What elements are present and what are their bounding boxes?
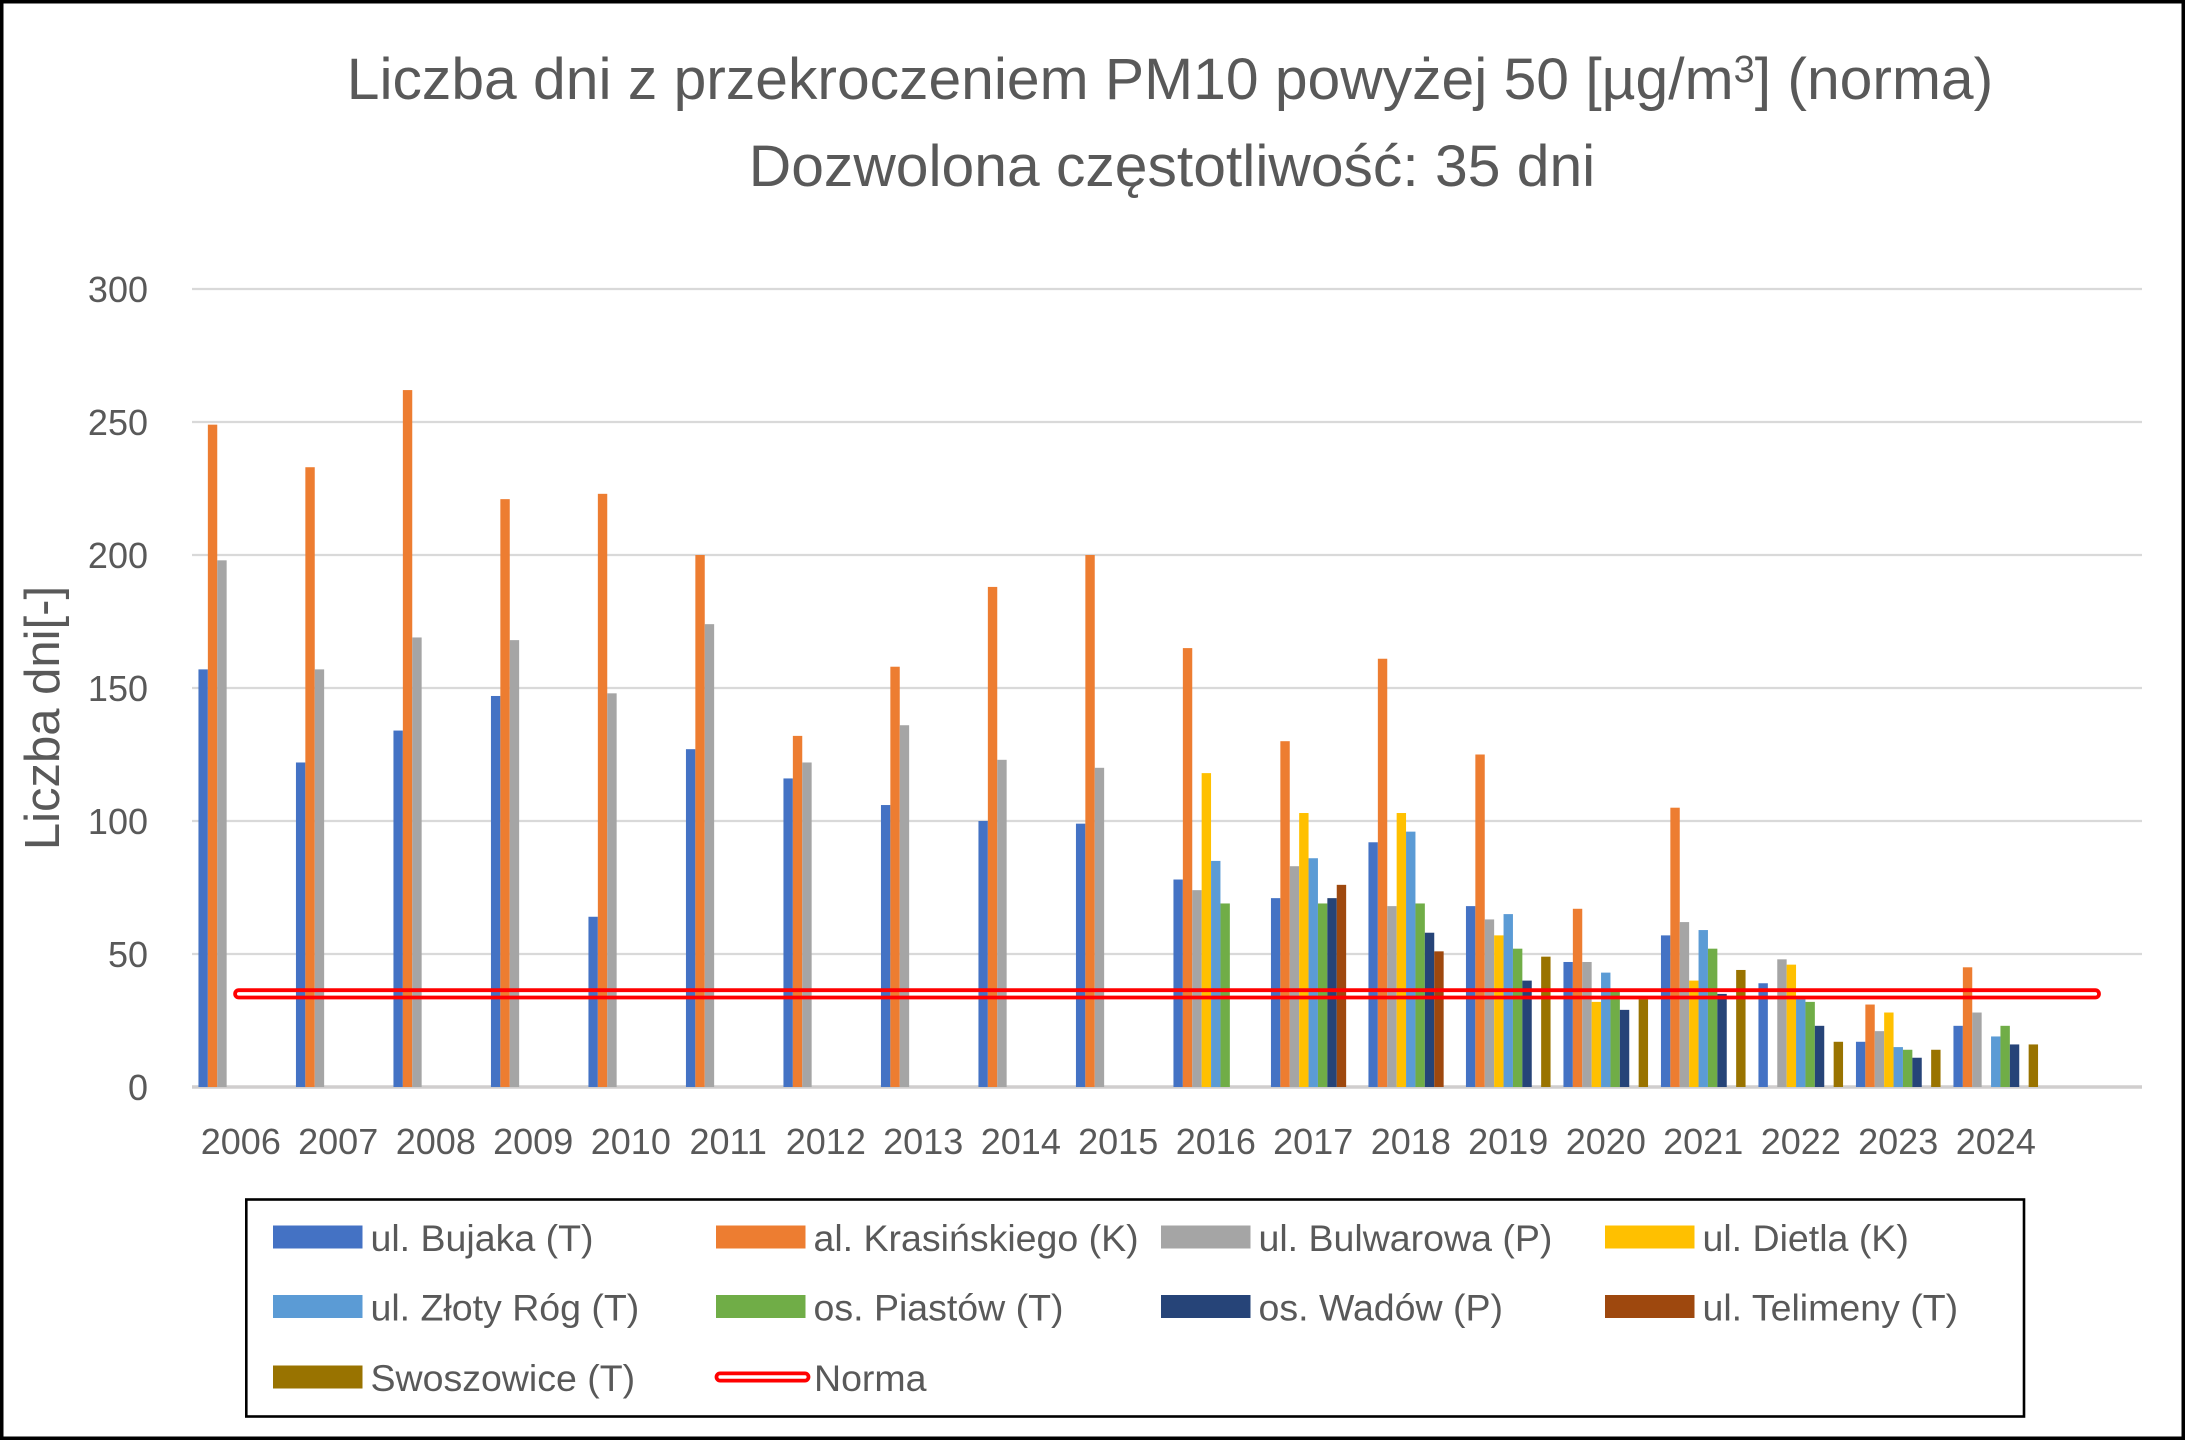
- svg-text:2014: 2014: [981, 1121, 1061, 1162]
- svg-text:2009: 2009: [493, 1121, 573, 1162]
- svg-text:2022: 2022: [1761, 1121, 1841, 1162]
- svg-text:Liczba dni[-]: Liczba dni[-]: [16, 586, 70, 850]
- svg-text:ul. Bujaka (T): ul. Bujaka (T): [371, 1217, 594, 1259]
- svg-text:2016: 2016: [1176, 1121, 1256, 1162]
- svg-text:ul. Telimeny (T): ul. Telimeny (T): [1703, 1287, 1959, 1329]
- svg-text:al. Krasińskiego (K): al. Krasińskiego (K): [814, 1217, 1139, 1259]
- svg-text:2006: 2006: [201, 1121, 281, 1162]
- svg-text:2023: 2023: [1858, 1121, 1938, 1162]
- svg-text:300: 300: [88, 269, 148, 310]
- svg-text:Dozwolona częstotliwość: 35 dn: Dozwolona częstotliwość: 35 dni: [749, 134, 1595, 199]
- svg-text:2018: 2018: [1371, 1121, 1451, 1162]
- svg-text:Swoszowice (T): Swoszowice (T): [371, 1357, 636, 1399]
- svg-text:2013: 2013: [883, 1121, 963, 1162]
- svg-text:2011: 2011: [689, 1121, 766, 1162]
- svg-text:os. Wadów (P): os. Wadów (P): [1259, 1287, 1504, 1329]
- svg-text:0: 0: [128, 1067, 148, 1108]
- svg-text:2015: 2015: [1078, 1121, 1158, 1162]
- svg-text:2017: 2017: [1273, 1121, 1353, 1162]
- svg-text:2020: 2020: [1566, 1121, 1646, 1162]
- svg-text:ul. Dietla (K): ul. Dietla (K): [1703, 1217, 1909, 1259]
- svg-text:2010: 2010: [591, 1121, 671, 1162]
- svg-text:ul. Bulwarowa (P): ul. Bulwarowa (P): [1259, 1217, 1553, 1259]
- svg-text:Norma: Norma: [814, 1357, 927, 1399]
- svg-text:250: 250: [88, 402, 148, 443]
- svg-text:2007: 2007: [298, 1121, 378, 1162]
- svg-text:ul. Złoty Róg (T): ul. Złoty Róg (T): [371, 1287, 640, 1329]
- svg-text:200: 200: [88, 535, 148, 576]
- svg-text:2012: 2012: [786, 1121, 866, 1162]
- svg-text:2021: 2021: [1663, 1121, 1743, 1162]
- svg-text:150: 150: [88, 668, 148, 709]
- svg-text:Liczba dni z przekroczeniem PM: Liczba dni z przekroczeniem PM10 powyżej…: [347, 47, 1993, 112]
- svg-text:2019: 2019: [1468, 1121, 1548, 1162]
- svg-text:2008: 2008: [396, 1121, 476, 1162]
- svg-text:2024: 2024: [1956, 1121, 2036, 1162]
- svg-text:os. Piastów (T): os. Piastów (T): [814, 1287, 1064, 1329]
- svg-text:100: 100: [88, 801, 148, 842]
- svg-text:50: 50: [108, 934, 148, 975]
